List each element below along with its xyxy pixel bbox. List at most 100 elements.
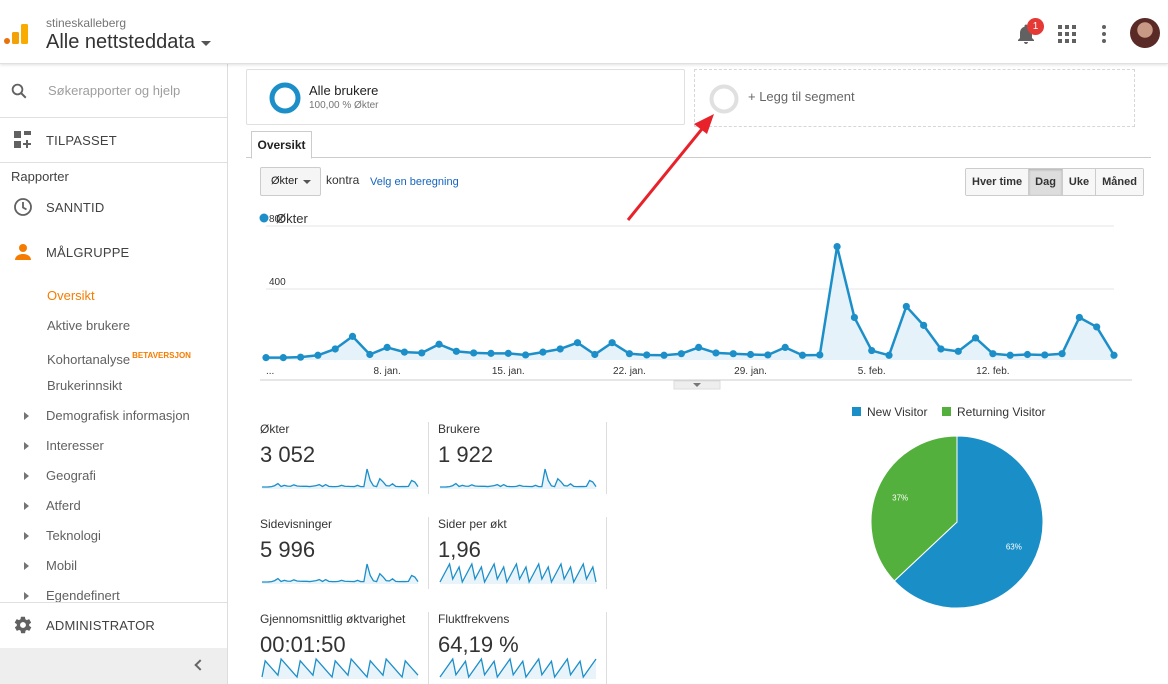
sidebar-item-admin[interactable]: ADMINISTRATOR [0, 602, 227, 648]
sidebar-item-overview[interactable]: Oversikt [47, 288, 95, 303]
sidebar-item-label: MÅLGRUPPE [46, 244, 130, 260]
scorecard-title: Sidevisninger [260, 517, 333, 531]
dropdown-arrow-icon [303, 180, 311, 184]
legend-label: Økter [276, 211, 308, 226]
granularity-month-button[interactable]: Måned [1096, 169, 1143, 195]
sidebar-item-behavior[interactable]: Atferd [0, 491, 227, 521]
sparkline-area [262, 659, 418, 679]
property-selector[interactable]: Alle nettsteddata [46, 31, 211, 54]
scorecard-avg-session-duration[interactable]: Gjennomsnittlig øktvarighet 00:01:50 [260, 612, 426, 684]
sparkline [262, 468, 419, 489]
sidebar-item-label: SANNTID [46, 199, 105, 215]
data-point [1058, 350, 1066, 358]
data-point [868, 346, 876, 355]
user-avatar[interactable] [1130, 18, 1160, 48]
data-point [798, 351, 807, 359]
collapse-sidebar-button[interactable] [0, 648, 227, 684]
data-point [920, 321, 928, 329]
sidebar-item-user-explorer[interactable]: Brukerinnsikt [47, 378, 123, 393]
data-point [764, 351, 772, 359]
metric-selector[interactable]: Økter [260, 167, 321, 196]
x-tick-label: 8. jan. [374, 366, 401, 377]
data-point [729, 350, 737, 358]
legend-dot [259, 213, 269, 223]
sidebar-item-label: Mobil [46, 558, 78, 573]
sparkline [262, 563, 419, 584]
scorecard-pages-per-session[interactable]: Sider per økt 1,96 [438, 517, 604, 589]
sidebar-item-realtime[interactable]: SANNTID [0, 191, 227, 223]
sidebar-item-cohort-analysis[interactable]: Kohortanalyse BETAVERSJON [0, 341, 227, 371]
data-point [989, 350, 997, 358]
apps-grid-icon[interactable] [1058, 25, 1076, 43]
add-segment-button[interactable]: + Legg til segment [694, 69, 1135, 127]
x-tick-label: 22. jan. [613, 366, 646, 377]
sidebar-item-label: Kohortanalyse [47, 352, 131, 367]
data-point [487, 349, 495, 357]
granularity-hourly-button[interactable]: Hver time [966, 169, 1030, 195]
clock-icon [14, 198, 32, 216]
granularity-day-button[interactable]: Dag [1029, 169, 1063, 195]
scorecard-title: Sider per økt [438, 517, 507, 531]
segment-donut-icon [269, 82, 301, 114]
data-point [1041, 351, 1049, 359]
expand-arrow-icon [24, 532, 29, 540]
scorecard-users[interactable]: Brukere 1 922 [438, 422, 604, 494]
scorecard-title: Brukere [438, 422, 481, 436]
tab-overview[interactable]: Oversikt [251, 131, 312, 159]
account-name: stineskalleberg [46, 16, 127, 30]
sidebar-item-label: TILPASSET [46, 132, 117, 148]
sidebar-item-demographics[interactable]: Demografisk informasjon [0, 401, 227, 431]
sidebar-item-customization[interactable]: TILPASSET [0, 118, 227, 162]
sparkline [440, 468, 597, 489]
data-point [608, 339, 616, 347]
sidebar-item-technology[interactable]: Teknologi [0, 521, 227, 551]
data-point [470, 349, 478, 357]
data-point [954, 347, 962, 355]
scorecard-pageviews[interactable]: Sidevisninger 5 996 [260, 517, 426, 589]
sidebar-item-active-users[interactable]: Aktive brukere [47, 318, 131, 333]
sidebar-item-label: Demografisk informasjon [46, 408, 190, 423]
data-point [279, 354, 287, 362]
pie-slice [893, 435, 1044, 609]
expand-arrow-icon [24, 412, 29, 420]
search-icon [11, 83, 27, 98]
legend-swatch [942, 407, 951, 416]
more-vert-icon[interactable] [1096, 24, 1112, 44]
sidebar-item-custom[interactable]: Egendefinert [0, 581, 227, 611]
data-point [833, 243, 841, 251]
scorecard-value: 5 996 [260, 537, 316, 562]
beta-badge: BETAVERSJON [132, 351, 191, 360]
data-point [937, 345, 945, 353]
sidebar-item-mobile[interactable]: Mobil [0, 551, 227, 581]
sparkline-area [440, 469, 596, 489]
gear-icon [14, 616, 32, 634]
select-metric-link[interactable]: Velg en beregning [370, 176, 459, 188]
data-point [1093, 323, 1101, 331]
caret-down-icon [201, 41, 211, 46]
sidebar-item-geo[interactable]: Geografi [0, 461, 227, 491]
sidebar-item-audience[interactable]: MÅLGRUPPE [0, 223, 227, 281]
data-point [331, 345, 339, 353]
data-point [1023, 350, 1032, 359]
analytics-logo-icon[interactable] [4, 24, 28, 48]
data-point [1110, 351, 1118, 359]
granularity-week-button[interactable]: Uke [1062, 169, 1097, 195]
x-tick-label: 15. jan. [492, 366, 525, 377]
scorecard-sessions[interactable]: Økter 3 052 [260, 422, 426, 494]
search-box[interactable]: Søkerapporter og hjelp [0, 64, 227, 118]
data-point [504, 349, 512, 357]
sidebar-item-interests[interactable]: Interesser [0, 431, 227, 461]
expand-arrow-icon [24, 562, 29, 570]
dashboard-add-icon [14, 131, 31, 148]
scorecard-title: Fluktfrekvens [438, 612, 510, 626]
data-point [418, 349, 426, 357]
sidebar-item-label: Atferd [46, 498, 81, 513]
segment-all-users[interactable]: Alle brukere 100,00 % Økter [246, 69, 685, 125]
reports-heading: Rapporter [11, 169, 69, 184]
data-point [435, 340, 443, 348]
scorecard-bounce-rate[interactable]: Fluktfrekvens 64,19 % [438, 612, 604, 684]
versus-label: kontra [326, 173, 360, 187]
sparkline-line [439, 562, 597, 584]
scorecard-value: 1 922 [438, 442, 494, 467]
data-point [366, 350, 374, 359]
